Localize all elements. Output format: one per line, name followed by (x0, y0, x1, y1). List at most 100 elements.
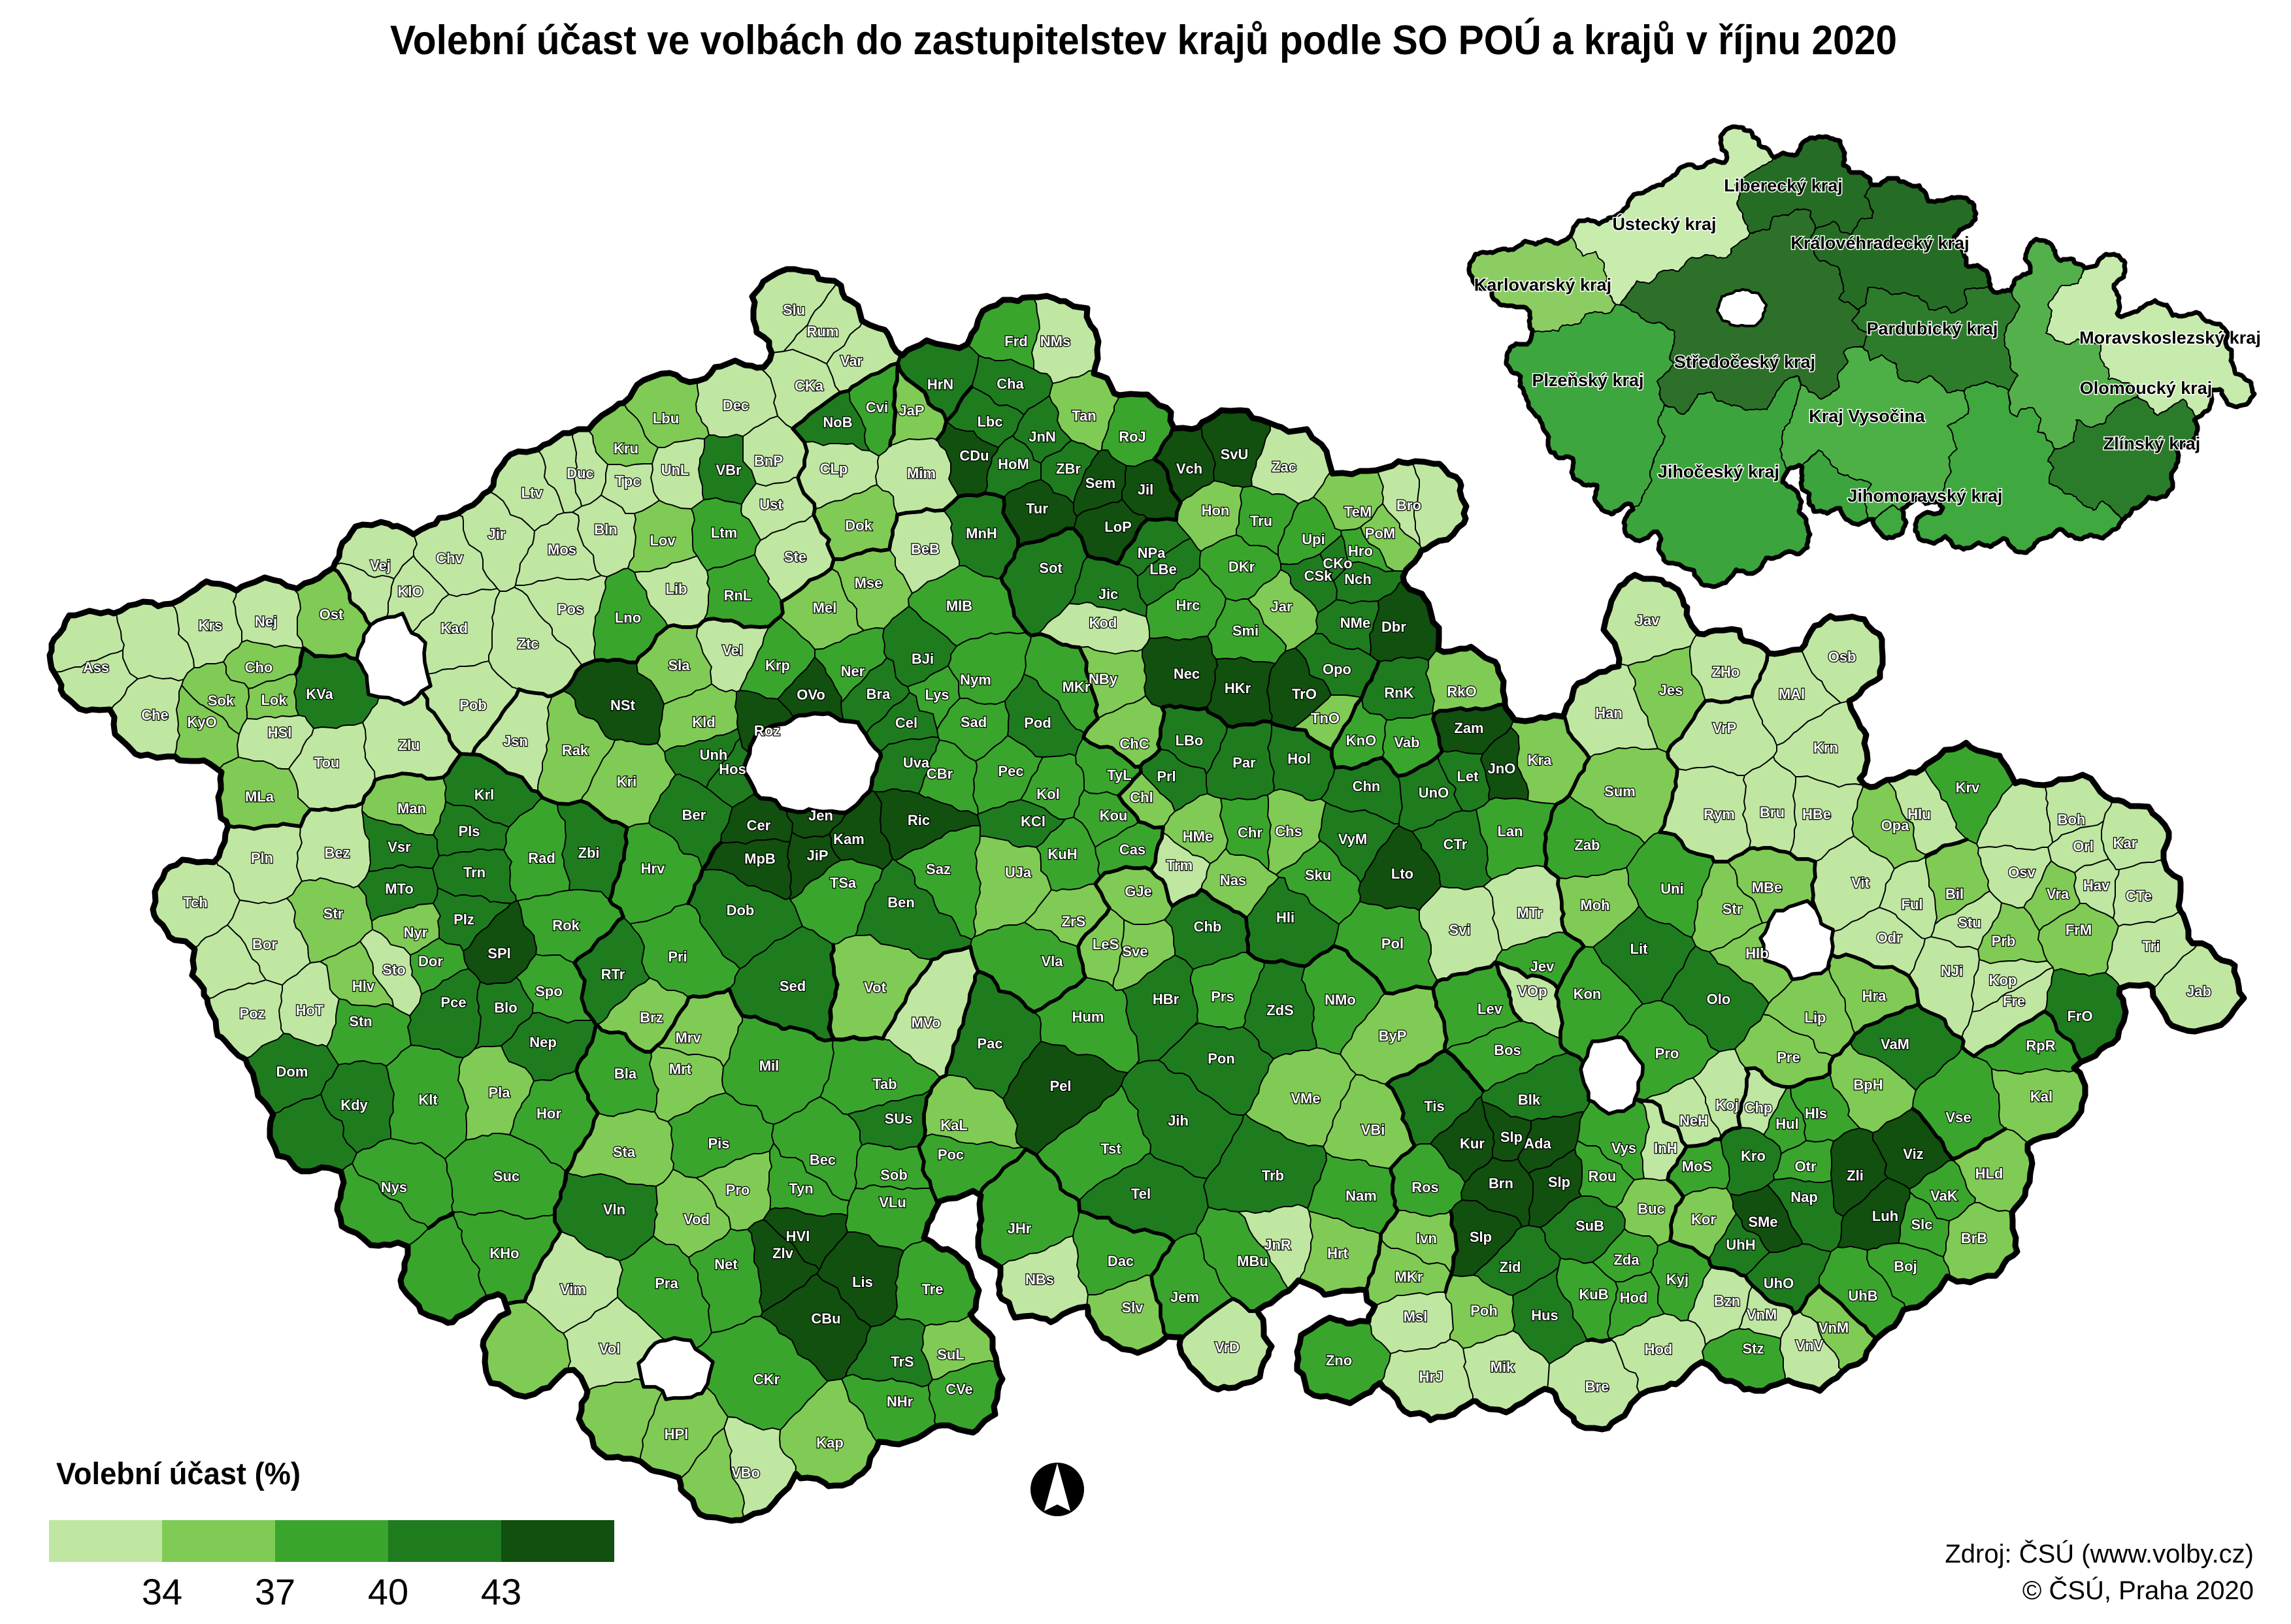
svg-text:BeB: BeB (911, 541, 940, 557)
svg-text:UJa: UJa (1005, 864, 1032, 881)
svg-text:HoT: HoT (296, 1002, 324, 1018)
svg-text:KuH: KuH (1047, 846, 1077, 862)
svg-text:Kyj: Kyj (1666, 1271, 1689, 1288)
svg-text:ZBr: ZBr (1056, 461, 1081, 477)
svg-text:Stz: Stz (1743, 1340, 1764, 1357)
svg-text:Rou: Rou (1589, 1168, 1617, 1184)
svg-text:Kod: Kod (1089, 615, 1117, 631)
svg-text:HSl: HSl (268, 724, 292, 741)
svg-text:Trb: Trb (1262, 1167, 1284, 1184)
svg-text:Mel: Mel (813, 600, 837, 616)
svg-text:Zab: Zab (1574, 837, 1600, 853)
svg-text:HrN: HrN (927, 376, 953, 393)
svg-text:Jem: Jem (1170, 1289, 1199, 1305)
svg-text:Kld: Kld (692, 714, 715, 730)
svg-text:Zno: Zno (1326, 1352, 1352, 1369)
svg-text:Nyr: Nyr (404, 924, 428, 941)
svg-text:Lip: Lip (1805, 1009, 1826, 1026)
svg-text:Sla: Sla (668, 657, 690, 674)
svg-text:UhB: UhB (1848, 1288, 1877, 1304)
svg-text:Boj: Boj (1894, 1258, 1917, 1275)
svg-text:Jev: Jev (1530, 958, 1555, 975)
svg-text:Bla: Bla (614, 1065, 637, 1082)
svg-text:Sto: Sto (382, 962, 405, 978)
svg-text:HKr: HKr (1225, 680, 1251, 696)
svg-text:Ful: Ful (1902, 896, 1923, 913)
svg-text:Kap: Kap (816, 1435, 844, 1451)
svg-text:Krp: Krp (765, 657, 790, 674)
svg-text:MVo: MVo (912, 1015, 941, 1031)
svg-text:Odr: Odr (1876, 930, 1902, 946)
svg-text:CKa: CKa (795, 378, 824, 394)
svg-text:Jes: Jes (1659, 682, 1683, 698)
svg-text:Pre: Pre (1777, 1049, 1800, 1065)
svg-text:Str: Str (1722, 901, 1743, 917)
svg-text:HoM: HoM (998, 456, 1029, 472)
svg-text:Ner: Ner (841, 663, 865, 679)
svg-text:Sum: Sum (1604, 783, 1636, 800)
svg-text:Kra: Kra (1528, 752, 1552, 768)
svg-text:Chn: Chn (1353, 778, 1381, 794)
svg-text:Ltv: Ltv (521, 485, 544, 501)
svg-text:Zdroj: ČSÚ (www.volby.cz): Zdroj: ČSÚ (www.volby.cz) (1945, 1539, 2254, 1568)
svg-text:NMe: NMe (1340, 615, 1370, 631)
svg-text:Nec: Nec (1174, 666, 1200, 682)
svg-text:Dor: Dor (418, 953, 443, 969)
svg-text:LoP: LoP (1104, 519, 1132, 535)
svg-text:Sed: Sed (780, 978, 806, 994)
svg-text:Olo: Olo (1707, 991, 1731, 1007)
svg-text:Stu: Stu (1958, 915, 1981, 931)
svg-text:CKr: CKr (753, 1371, 780, 1388)
svg-text:Opa: Opa (1881, 817, 1910, 834)
svg-text:43: 43 (481, 1571, 521, 1612)
svg-text:Slp: Slp (1548, 1174, 1570, 1190)
svg-text:TnO: TnO (1311, 710, 1340, 726)
svg-text:Hon: Hon (1202, 502, 1230, 519)
svg-text:Hrc: Hrc (1176, 597, 1200, 613)
svg-text:Vel: Vel (722, 642, 743, 658)
svg-text:Str: Str (323, 905, 344, 922)
svg-text:Kor: Kor (1691, 1211, 1716, 1227)
svg-text:Han: Han (1595, 705, 1623, 721)
svg-text:KaL: KaL (940, 1117, 968, 1133)
svg-text:Zac: Zac (1272, 459, 1296, 475)
svg-text:VBi: VBi (1361, 1122, 1385, 1138)
svg-text:Rok: Rok (552, 917, 580, 934)
svg-text:Net: Net (714, 1256, 738, 1273)
svg-text:Viz: Viz (1903, 1146, 1923, 1162)
svg-text:MoS: MoS (1682, 1158, 1712, 1175)
svg-text:Slc: Slc (1911, 1216, 1932, 1233)
svg-text:ByP: ByP (1379, 1028, 1407, 1044)
svg-text:Bru: Bru (1760, 804, 1785, 820)
svg-text:Prb: Prb (1992, 933, 2016, 949)
svg-text:Jar: Jar (1270, 598, 1292, 615)
svg-text:Chb: Chb (1194, 918, 1222, 935)
svg-text:Vej: Vej (370, 557, 391, 574)
svg-text:Vys: Vys (1611, 1140, 1636, 1156)
svg-text:UhH: UhH (1726, 1237, 1755, 1253)
svg-text:Bez: Bez (324, 845, 350, 861)
svg-text:Jihomoravský kraj: Jihomoravský kraj (1847, 486, 2002, 506)
svg-text:Lev: Lev (1477, 1001, 1503, 1017)
svg-text:MnH: MnH (966, 525, 997, 542)
svg-text:Osb: Osb (1828, 649, 1856, 665)
svg-text:Nch: Nch (1344, 571, 1372, 587)
svg-text:Jic: Jic (1098, 586, 1119, 602)
svg-text:Zda: Zda (1613, 1252, 1640, 1268)
svg-text:Cho: Cho (245, 659, 273, 675)
svg-text:GJe: GJe (1125, 883, 1152, 900)
svg-text:VnV: VnV (1796, 1337, 1824, 1354)
svg-text:Volební účast (%): Volební účast (%) (56, 1456, 301, 1491)
svg-text:Slp: Slp (1500, 1129, 1523, 1145)
svg-text:Luh: Luh (1872, 1208, 1898, 1224)
svg-text:Otr: Otr (1795, 1158, 1817, 1175)
svg-text:Cas: Cas (1119, 841, 1146, 858)
svg-text:Tch: Tch (183, 894, 207, 911)
svg-text:Nam: Nam (1345, 1188, 1377, 1204)
svg-text:Dec: Dec (723, 397, 749, 414)
svg-text:Pln: Pln (251, 850, 273, 866)
svg-text:Hlb: Hlb (1745, 945, 1768, 962)
svg-text:Tpc: Tpc (615, 473, 640, 489)
svg-text:Hls: Hls (1805, 1105, 1827, 1122)
svg-text:Vse: Vse (1945, 1109, 1971, 1126)
